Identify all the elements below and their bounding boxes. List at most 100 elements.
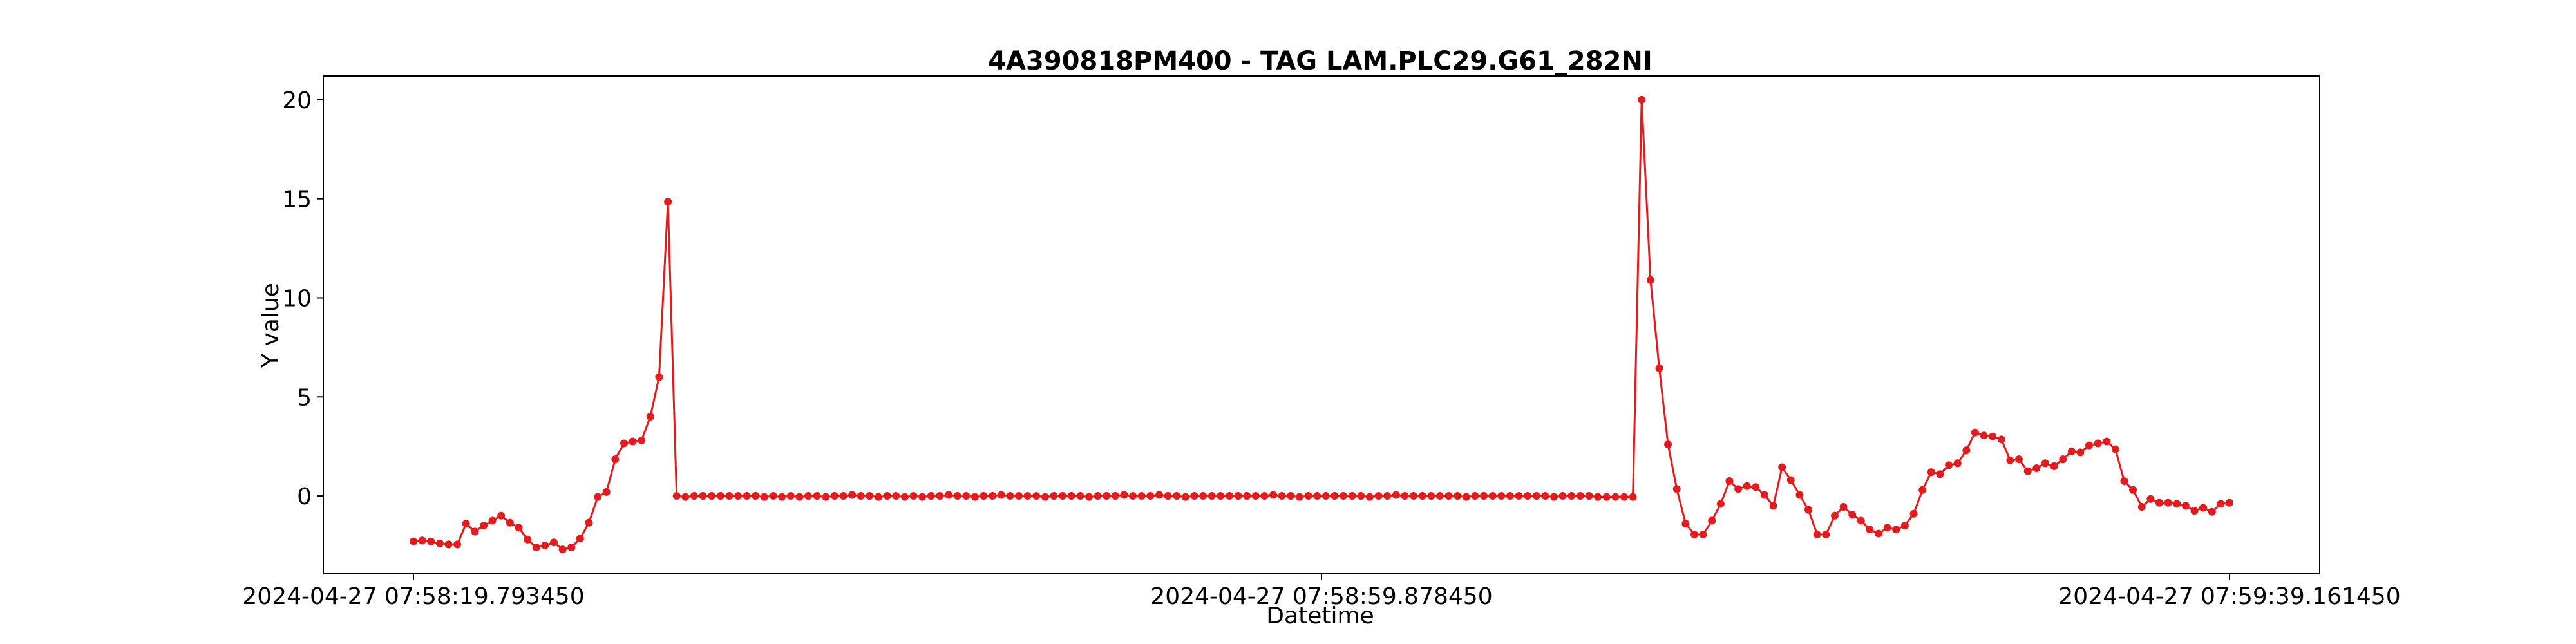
data-point <box>1217 492 1225 500</box>
data-point <box>962 492 971 500</box>
data-point <box>1883 524 1891 532</box>
series-markers <box>410 95 2233 554</box>
data-point <box>1558 492 1567 500</box>
data-point <box>1190 492 1198 500</box>
data-point <box>699 492 707 500</box>
data-point <box>2155 498 2163 507</box>
data-point <box>883 492 891 500</box>
data-point <box>918 493 927 501</box>
data-point <box>1383 492 1392 500</box>
data-point <box>2015 455 2023 464</box>
data-point <box>1681 520 1690 528</box>
data-point <box>953 492 961 500</box>
data-point <box>2208 507 2216 516</box>
data-point <box>620 439 628 448</box>
data-point <box>1611 493 1620 501</box>
data-point <box>1953 459 1962 468</box>
data-point <box>822 493 830 501</box>
data-point <box>1357 492 1365 500</box>
data-point <box>453 540 462 549</box>
data-point <box>594 493 602 501</box>
data-point <box>664 198 672 206</box>
data-point <box>2059 455 2067 464</box>
data-point <box>1331 492 1339 500</box>
plot-frame <box>323 75 2320 574</box>
data-point <box>1023 492 1032 500</box>
data-point <box>1137 492 1146 500</box>
data-point <box>769 492 777 500</box>
data-point <box>1094 492 1102 500</box>
data-point <box>629 437 637 446</box>
data-point <box>1067 492 1075 500</box>
data-point <box>734 492 743 500</box>
data-point <box>725 492 734 500</box>
data-point <box>1875 529 1883 538</box>
data-point <box>1260 492 1269 500</box>
data-point <box>515 524 523 532</box>
data-point <box>1646 276 1654 284</box>
data-point <box>900 493 909 501</box>
data-point <box>1199 492 1208 500</box>
data-point <box>2146 495 2155 503</box>
data-point <box>743 492 751 500</box>
data-point <box>2006 456 2014 464</box>
data-point <box>1471 492 1479 500</box>
data-point <box>2181 502 2190 510</box>
data-point <box>1813 531 1821 538</box>
data-point <box>2103 437 2111 446</box>
data-point <box>567 544 576 551</box>
data-point <box>2199 504 2208 512</box>
data-point <box>2217 500 2225 508</box>
data-point <box>1672 485 1681 493</box>
data-point <box>1488 492 1497 500</box>
data-point <box>1015 492 1023 500</box>
data-point <box>690 492 698 500</box>
data-point <box>1295 493 1303 501</box>
data-point <box>427 537 435 545</box>
data-point <box>1585 492 1593 500</box>
data-point <box>1208 492 1216 500</box>
data-point <box>2164 498 2172 507</box>
data-point <box>1734 485 1743 493</box>
data-point <box>1576 492 1584 500</box>
data-point <box>875 493 882 501</box>
y-tick-label: 10 <box>282 285 312 312</box>
data-point <box>497 511 506 520</box>
data-point <box>2137 503 2146 511</box>
data-point <box>2120 477 2128 485</box>
data-point <box>435 539 444 547</box>
data-point <box>778 493 786 501</box>
data-point <box>2023 467 2032 475</box>
data-point <box>506 518 514 527</box>
x-tick-label: 2024-04-27 07:58:59.878450 <box>1150 583 1492 610</box>
data-point <box>488 516 497 525</box>
data-point <box>1059 492 1067 500</box>
data-point <box>1550 493 1558 501</box>
data-point <box>752 492 760 500</box>
data-point <box>804 492 812 500</box>
data-point <box>2226 498 2233 507</box>
data-point <box>708 492 716 500</box>
data-point <box>611 455 620 464</box>
data-point <box>638 436 646 444</box>
data-point <box>1111 492 1119 500</box>
data-point <box>1541 492 1549 500</box>
data-point <box>1699 531 1707 538</box>
data-point <box>1638 95 1646 104</box>
data-point <box>971 493 979 501</box>
data-point <box>1900 522 1909 530</box>
data-point <box>1761 491 1768 499</box>
data-point <box>1251 492 1260 500</box>
data-point <box>2067 447 2076 455</box>
data-point <box>1778 463 1786 471</box>
x-tick-label: 2024-04-27 07:59:39.161450 <box>2058 583 2400 610</box>
data-point <box>716 492 724 500</box>
data-point <box>558 545 567 554</box>
data-point <box>927 492 935 500</box>
data-point <box>1032 492 1041 500</box>
data-point <box>1918 486 1927 494</box>
y-tick-label: 15 <box>282 187 312 213</box>
data-point <box>1050 492 1058 500</box>
